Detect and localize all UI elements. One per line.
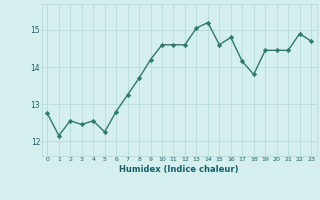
X-axis label: Humidex (Indice chaleur): Humidex (Indice chaleur) bbox=[119, 165, 239, 174]
